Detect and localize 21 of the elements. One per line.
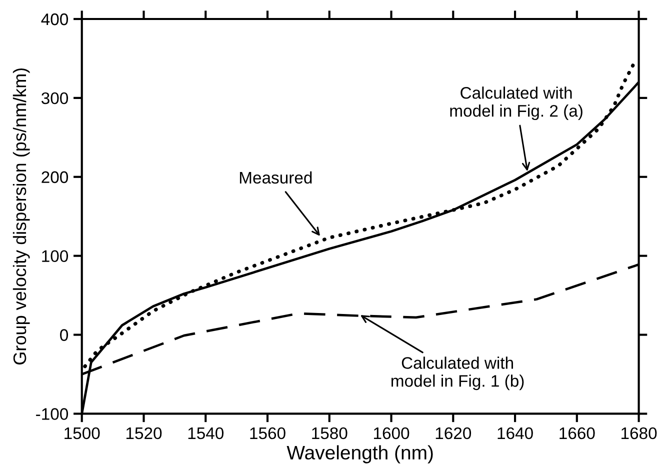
x-tick-label: 1500 bbox=[64, 427, 100, 440]
x-tick-label: 1620 bbox=[436, 427, 472, 440]
y-tick-label: -100 bbox=[36, 408, 68, 420]
annotation: Measured bbox=[240, 171, 312, 184]
y-tick-label: 400 bbox=[41, 13, 68, 26]
y-tick-label: 200 bbox=[42, 171, 68, 184]
y-tick-label: 300 bbox=[42, 92, 68, 104]
y-axis-title: Group velocity dispersion (ps/nm/km) bbox=[12, 68, 30, 364]
x-tick-label: 1580 bbox=[312, 427, 348, 440]
x-tick-label: 1680 bbox=[622, 427, 657, 440]
x-tick-label: 1640 bbox=[498, 427, 533, 440]
y-tick-label: 100 bbox=[42, 250, 68, 262]
x-tick-label: 1600 bbox=[374, 427, 410, 440]
x-tick-label: 1660 bbox=[560, 427, 595, 440]
x-tick-label: 1540 bbox=[188, 427, 224, 440]
x-tick-label: 1560 bbox=[250, 427, 286, 440]
x-axis-title: Wavelength (nm) bbox=[286, 445, 433, 464]
annotation: Calculated with model in Fig. 1 (b) bbox=[392, 356, 524, 390]
y-tick-label: 0 bbox=[60, 329, 68, 341]
annotation: Calculated with model in Fig. 2 (a) bbox=[450, 86, 582, 120]
x-tick-label: 1520 bbox=[126, 427, 162, 440]
